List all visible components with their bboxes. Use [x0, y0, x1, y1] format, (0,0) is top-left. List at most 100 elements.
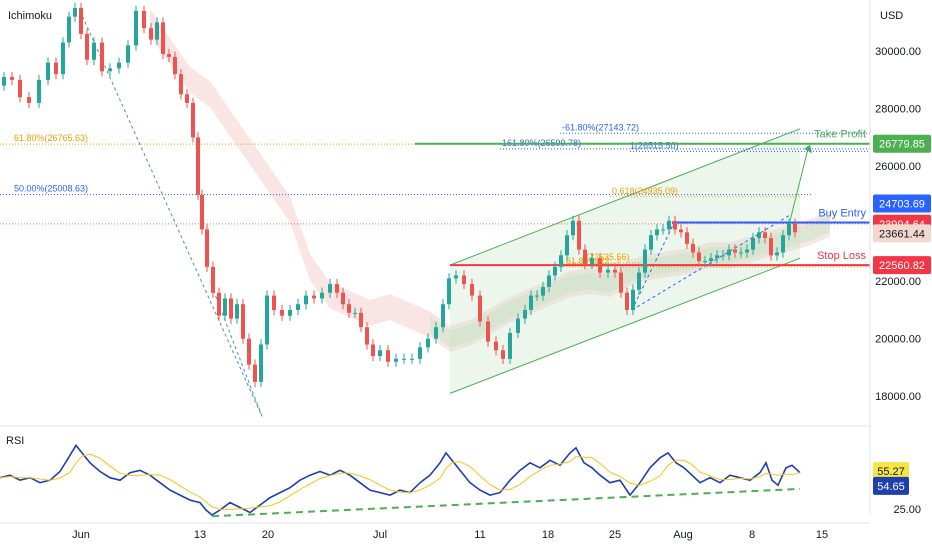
price-label-bg [873, 224, 931, 243]
candle-body [541, 286, 545, 296]
candle-body [185, 94, 189, 103]
candle-body [787, 223, 791, 236]
x-tick-label: 13 [194, 529, 206, 541]
level-label-stop-loss: Stop Loss [817, 250, 866, 262]
price-label-bg [873, 194, 931, 213]
candle-body [571, 220, 575, 236]
candle-body [529, 295, 533, 310]
candle-body [649, 235, 653, 250]
candle-body [715, 255, 719, 259]
x-tick-label: 25 [609, 529, 621, 541]
candle-body [179, 74, 183, 95]
candle-body [259, 344, 263, 382]
candle-body [679, 229, 683, 233]
candle-body [613, 269, 617, 273]
candle-body [553, 266, 557, 276]
fib-annotation-label: 0.618(24935.09) [612, 186, 678, 196]
candle-body [559, 255, 563, 267]
candle-body [565, 235, 569, 256]
candle-body [73, 8, 77, 17]
candle-body [365, 327, 369, 345]
y-tick-label: 30000.00 [875, 46, 921, 58]
rsi-ma-line [0, 453, 801, 510]
candle-body [516, 318, 520, 333]
candle-body [173, 56, 177, 75]
candle-body [126, 45, 130, 63]
candle-body [235, 304, 239, 319]
candle-body [721, 255, 725, 257]
trade-levels-layer: Take Profit Buy Entry Stop Loss [0, 129, 870, 267]
projection-arrow-head [804, 144, 812, 154]
price-label-bg [873, 134, 931, 153]
fib-annotation-label: (22635.56) [586, 252, 630, 262]
currency-label: USD [880, 10, 903, 22]
candle-body [745, 249, 749, 253]
candle-body [606, 269, 610, 273]
candle-body [167, 54, 171, 57]
candle-body [470, 284, 474, 296]
candle-body [108, 68, 112, 72]
candle-body [781, 235, 785, 253]
candle-body [486, 321, 490, 342]
candle-body [117, 62, 121, 69]
candle-body [61, 42, 65, 75]
candle-body [709, 258, 713, 262]
candle-body [229, 298, 233, 319]
rsi-panel-layer: 25.00 55.27 54.65 [0, 444, 921, 518]
rsi-ma-label: 55.27 [877, 466, 905, 478]
candle-body [371, 344, 375, 356]
y-tick-label: 26000.00 [875, 161, 921, 173]
candle-body [739, 252, 743, 254]
candle-body [703, 261, 707, 263]
rsi-line [0, 444, 801, 516]
candle-body [547, 275, 551, 287]
candle-body [685, 232, 689, 244]
candle-body [196, 137, 200, 195]
x-tick-label: Jul [373, 529, 387, 541]
candle-body [191, 102, 195, 138]
candle-body [2, 77, 6, 86]
candle-body [655, 229, 659, 236]
candle-body [296, 304, 300, 310]
candle-body [733, 249, 737, 253]
candle-body [265, 295, 269, 345]
fib-annotation-label: 50.00%(25008.63) [14, 184, 88, 194]
candle-body [378, 350, 382, 356]
candle-body [625, 292, 629, 310]
candle-body [341, 292, 345, 305]
x-tick-label: 8 [749, 529, 755, 541]
candles-layer [2, 2, 797, 388]
candle-body [637, 272, 641, 290]
candle-body [280, 309, 284, 316]
candle-body [304, 295, 308, 305]
candle-body [590, 258, 594, 264]
candle-body [454, 275, 458, 279]
x-tick-label: Jun [72, 529, 90, 541]
candle-body [793, 223, 797, 233]
candle-body [410, 358, 414, 360]
y-tick-label: 28000.00 [875, 104, 921, 116]
y-tick-label: 22000.00 [875, 276, 921, 288]
candle-body [100, 42, 104, 72]
rsi-ma-label-bg [873, 462, 909, 481]
projection-arrow-line [789, 148, 809, 221]
candle-body [67, 16, 71, 43]
candle-body [353, 312, 357, 314]
fib-annotation-label: 1(26515.50) [630, 140, 679, 150]
candle-body [288, 309, 292, 316]
ichimoku-cloud-layer [150, 9, 830, 352]
candle-body [447, 278, 451, 305]
price-label: 24703.69 [879, 198, 925, 210]
candle-body [667, 220, 671, 230]
y-tick-label: 20000.00 [875, 334, 921, 346]
candle-body [418, 347, 422, 359]
candle-body [149, 28, 153, 40]
candle-body [523, 309, 527, 319]
candle-body [673, 220, 677, 230]
candle-body [775, 252, 779, 256]
candle-body [359, 312, 363, 328]
candle-body [426, 338, 430, 348]
candle-body [763, 232, 767, 239]
candle-body [727, 249, 731, 256]
